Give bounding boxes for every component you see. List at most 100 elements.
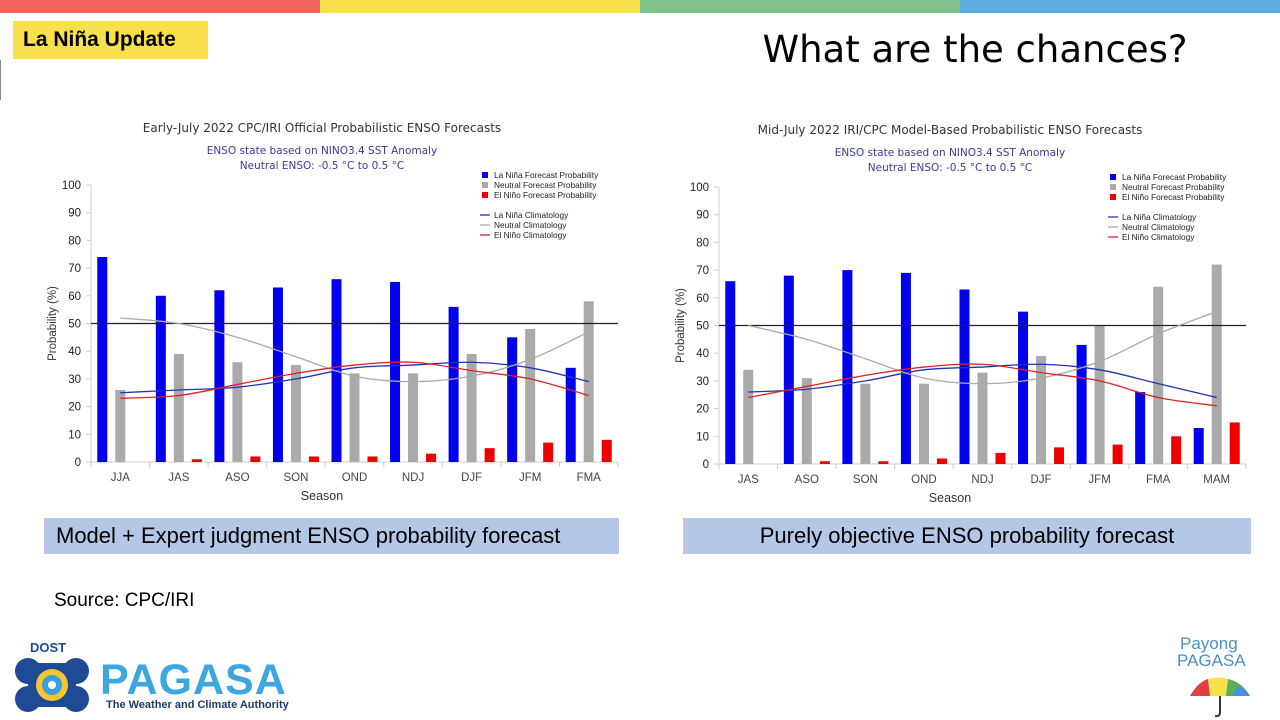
neutral-bar	[232, 362, 243, 462]
x-tick-label: MAM	[1203, 474, 1230, 486]
x-axis-label: Season	[301, 489, 343, 503]
pagasa-emblem-icon	[15, 658, 89, 712]
y-tick-label: 80	[68, 235, 81, 247]
source-note: Source: CPC/IRI	[54, 590, 195, 611]
el-nino-bar	[995, 452, 1006, 464]
el-nino-bar	[426, 453, 437, 462]
chart-model-forecast: Mid-July 2022 IRI/CPC Model-Based Probab…	[675, 123, 1247, 505]
legend-label: El Niño Forecast Probability	[1122, 192, 1225, 202]
legend-swatch	[1110, 174, 1116, 180]
neutral-bar	[860, 383, 871, 464]
legend-swatch	[482, 182, 488, 188]
la-nina-bar	[1193, 427, 1204, 464]
top-stripe-red	[0, 0, 320, 13]
legend-label: La Niña Forecast Probability	[494, 170, 599, 180]
top-stripe-blue	[960, 0, 1280, 13]
legend-swatch	[482, 192, 488, 198]
la-nina-bar	[900, 272, 911, 464]
x-tick-label: ASO	[225, 472, 249, 484]
legend-swatch	[1110, 194, 1116, 200]
neutral-climatology-line	[120, 317, 590, 383]
x-tick-label: SON	[853, 474, 878, 486]
el-nino-bar	[250, 456, 261, 462]
la-nina-bar	[959, 289, 970, 464]
el-nino-bar	[936, 458, 947, 464]
chart-subtitle-2: Neutral ENSO: -0.5 °C to 0.5 °C	[868, 162, 1032, 174]
chart-title: Mid-July 2022 IRI/CPC Model-Based Probab…	[758, 123, 1143, 137]
legend-label: El Niño Climatology	[1122, 232, 1195, 242]
y-tick-label: 60	[68, 291, 81, 303]
neutral-bar	[349, 373, 360, 462]
chart-subtitle-1: ENSO state based on NINO3.4 SST Anomaly	[207, 145, 437, 157]
x-tick-label: JJA	[111, 472, 130, 484]
legend-label: La Niña Climatology	[494, 210, 569, 220]
el-nino-bar	[1054, 447, 1065, 464]
neutral-bar	[743, 369, 754, 464]
chart-title: Early-July 2022 CPC/IRI Official Probabi…	[143, 121, 501, 135]
neutral-bar	[466, 353, 477, 462]
y-tick-label: 50	[696, 321, 709, 333]
pagasa-tagline: The Weather and Climate Authority	[106, 699, 289, 711]
top-stripe-yellow	[320, 0, 640, 13]
la-nina-bar	[390, 281, 401, 462]
neutral-bar	[801, 378, 812, 464]
la-nina-bar	[725, 281, 736, 464]
x-tick-label: NDJ	[971, 474, 993, 486]
la-nina-bar	[842, 270, 853, 464]
y-tick-label: 0	[703, 459, 709, 471]
el-nino-bar	[1229, 422, 1240, 464]
y-tick-label: 80	[696, 237, 709, 249]
legend-swatch	[1110, 184, 1116, 190]
y-tick-label: 10	[696, 431, 709, 443]
neutral-bar	[1036, 355, 1047, 464]
legend-label: El Niño Climatology	[494, 230, 567, 240]
legend-swatch	[482, 172, 488, 178]
slide-title: What are the chances?	[762, 28, 1188, 71]
la-nina-bar	[214, 290, 225, 462]
la-nina-bar	[1018, 311, 1029, 464]
legend-label: Neutral Climatology	[494, 220, 567, 230]
y-tick-label: 10	[68, 429, 81, 441]
el-nino-bar	[1112, 444, 1123, 464]
el-nino-climatology-line	[120, 361, 589, 399]
neutral-bar	[173, 353, 184, 462]
y-tick-label: 40	[696, 348, 709, 360]
la-nina-bar	[783, 275, 794, 464]
y-tick-label: 20	[696, 404, 709, 416]
x-tick-label: JAS	[168, 472, 189, 484]
payong-line2: PAGASA	[1177, 651, 1246, 670]
la-nina-bar	[1135, 391, 1146, 464]
y-tick-label: 30	[68, 374, 81, 386]
y-tick-label: 50	[68, 319, 81, 331]
neutral-bar	[408, 373, 419, 462]
el-nino-bar	[308, 456, 319, 462]
y-tick-label: 20	[68, 402, 81, 414]
y-tick-label: 40	[68, 346, 81, 358]
x-tick-label: OND	[342, 472, 368, 484]
legend-label: Neutral Climatology	[1122, 222, 1195, 232]
caption-left: Model + Expert judgment ENSO probability…	[44, 518, 619, 554]
x-tick-label: JFM	[1088, 474, 1110, 486]
y-axis-label: Probability (%)	[47, 286, 59, 361]
legend-label: Neutral Forecast Probability	[1122, 182, 1225, 192]
x-tick-label: SON	[283, 472, 308, 484]
y-tick-label: 60	[696, 293, 709, 305]
neutral-bar	[525, 329, 536, 462]
neutral-bar	[1211, 264, 1222, 464]
el-nino-bar	[601, 439, 612, 462]
caption-right: Purely objective ENSO probability foreca…	[683, 518, 1251, 554]
x-tick-label: FMA	[577, 472, 602, 484]
legend-label: La Niña Climatology	[1122, 212, 1197, 222]
top-stripe-green	[640, 0, 960, 13]
el-nino-bar	[484, 448, 495, 462]
dost-label: DOST	[30, 640, 67, 655]
x-tick-label: FMA	[1146, 474, 1171, 486]
x-tick-label: JFM	[519, 472, 541, 484]
legend-label: Neutral Forecast Probability	[494, 180, 597, 190]
la-nina-bar	[155, 295, 166, 462]
el-nino-bar	[191, 459, 202, 462]
el-nino-bar	[367, 456, 378, 462]
el-nino-bar	[543, 442, 554, 462]
la-nina-bar	[448, 306, 459, 462]
la-nina-bar	[507, 337, 518, 462]
